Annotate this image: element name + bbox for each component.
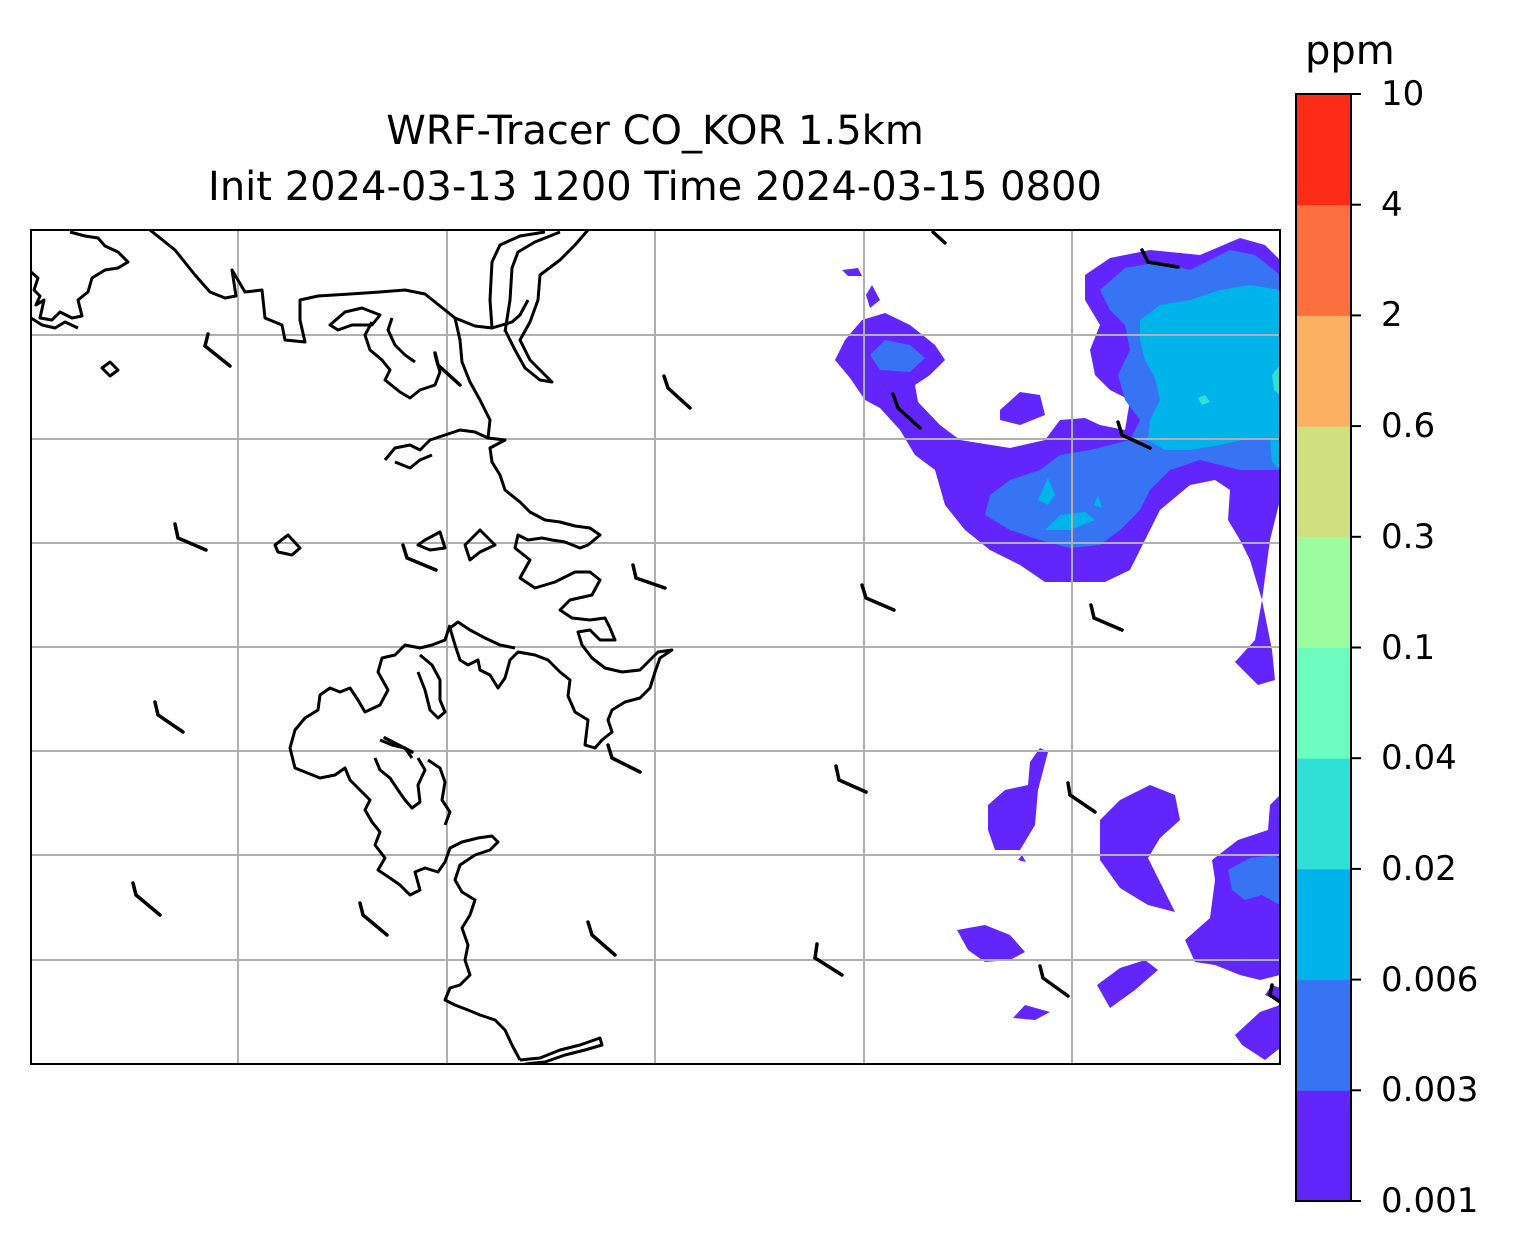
colorbar-segment-0.1-0.3: [1296, 536, 1351, 648]
wind-barb-9: [401, 543, 438, 572]
wind-barb-23: [1268, 983, 1280, 1004]
wind-barb-5: [931, 230, 947, 245]
coastline-river-west: [488, 230, 546, 329]
colorbar-tick-label: 0.1: [1381, 627, 1436, 668]
wind-barb-6: [1140, 248, 1180, 269]
contour-0.02-edge: [1272, 365, 1280, 395]
wind-barb-1: [203, 332, 232, 368]
wind-barb-2: [433, 351, 462, 387]
wind-barbs: [131, 230, 1280, 1004]
coastline-north-mainland: [149, 230, 530, 344]
coastline-northwest-2: [31, 316, 79, 330]
contour-0.001-south-1: [988, 748, 1048, 850]
wind-barb-10: [631, 563, 667, 590]
contour-0.001-small-1: [1000, 392, 1045, 425]
contour-0.006-northeast: [1140, 285, 1280, 450]
wind-barb-22: [1038, 964, 1070, 998]
wind-barb-18: [131, 881, 162, 917]
colorbar-tick-label: 0.02: [1381, 848, 1457, 889]
map-frame: [30, 229, 1281, 1065]
contour-0.001-south-7: [1235, 1005, 1280, 1060]
contour-0.001-south-2: [1100, 785, 1180, 912]
coastlines: [31, 230, 674, 1064]
map-area: [31, 230, 1280, 1064]
wind-barb-17: [1066, 781, 1097, 814]
contour-0.006-spot-3: [1094, 495, 1102, 508]
gridlines: [31, 230, 1280, 1064]
wind-barb-14: [383, 736, 414, 754]
contour-0.006-spot-1: [1038, 478, 1055, 505]
colorbar-tick-label: 0.001: [1381, 1181, 1479, 1221]
colorbar-tick-label: 0.3: [1381, 516, 1436, 557]
contour-0.001-small-2: [842, 268, 862, 276]
coastline-river-east: [503, 230, 561, 333]
coastline-south-spit: [519, 1036, 604, 1064]
coastline-inner-2: [386, 317, 416, 364]
contour-0.001-south-5: [1097, 960, 1158, 1008]
coastline-bay-2: [394, 453, 433, 470]
colorbar-ticks: [1351, 93, 1361, 1202]
colorbar-segment-0.3-0.6: [1296, 426, 1351, 538]
coastline-inner-5: [427, 758, 452, 826]
colorbar-segment-4-10: [1296, 94, 1351, 206]
tracer-contours: [835, 238, 1280, 1060]
colorbar-unit-label: ppm: [1305, 28, 1395, 74]
colorbar-tick-label: 0.006: [1381, 959, 1479, 1000]
colorbar-tick-label: 4: [1381, 184, 1403, 225]
colorbar-tick-label: 0.04: [1381, 738, 1457, 779]
coastline-southwest-mainland: [288, 624, 522, 1061]
colorbar: [1295, 93, 1361, 1202]
wind-barb-8: [173, 522, 208, 552]
colorbar-segment-0.04-0.1: [1296, 647, 1351, 759]
colorbar-tick-label: 0.6: [1381, 406, 1436, 447]
coastline-northwest-1: [31, 230, 130, 322]
wind-barb-11: [860, 583, 896, 612]
wind-barb-13: [153, 700, 185, 734]
coastline-inner-1: [363, 321, 442, 400]
contour-0.003-south: [1228, 855, 1280, 905]
coastline-west-coast: [448, 317, 674, 750]
map-title-line-2: Init 2024-03-13 1200 Time 2024-03-15 080…: [208, 164, 1102, 210]
wind-barb-4: [891, 392, 922, 430]
colorbar-segment-2-4: [1296, 204, 1351, 316]
contour-0.006-spot-2: [1045, 512, 1095, 530]
contour-0.001-south-8: [1018, 855, 1026, 862]
colorbar-tick-label: 0.003: [1381, 1070, 1479, 1111]
wind-barb-20: [586, 920, 617, 957]
contour-0.001-small-3: [866, 285, 880, 308]
contour-0.02-spot: [1198, 395, 1210, 405]
coastline-island-5: [463, 528, 497, 562]
coastline-island-1: [328, 306, 382, 332]
colorbar-segment-0.02-0.04: [1296, 758, 1351, 870]
wind-barb-7: [1116, 420, 1152, 450]
colorbar-tick-label: 10: [1381, 74, 1425, 114]
coastline-island-2: [100, 360, 120, 378]
coastline-inner-6: [373, 757, 427, 810]
wind-barb-21: [813, 942, 844, 977]
coastline-bay: [383, 428, 489, 461]
colorbar-segments: [1296, 94, 1351, 1202]
contour-0.003-nw-blob: [870, 340, 925, 372]
wind-barb-15: [606, 743, 642, 774]
coastline-island-4: [273, 533, 302, 557]
colorbar-segment-0.003-0.006: [1296, 979, 1351, 1091]
coastline-island-3: [416, 530, 447, 552]
colorbar-segment-0.001-0.003: [1296, 1090, 1351, 1202]
wind-barb-12: [1089, 603, 1124, 632]
coastline-east-river: [503, 230, 590, 384]
map-title-line-1: WRF-Tracer CO_KOR 1.5km: [386, 108, 924, 154]
colorbar-segment-0.6-2: [1296, 315, 1351, 427]
contour-0.001-south-6: [1013, 1005, 1050, 1020]
wind-barb-16: [834, 764, 868, 794]
contour-0.001-south-4: [957, 925, 1025, 962]
colorbar-segment-0.006-0.02: [1296, 868, 1351, 981]
wind-barb-3: [662, 374, 692, 410]
colorbar-tick-label: 2: [1381, 295, 1403, 336]
coastline-inner-3: [416, 653, 447, 720]
wind-barb-19: [358, 901, 389, 937]
